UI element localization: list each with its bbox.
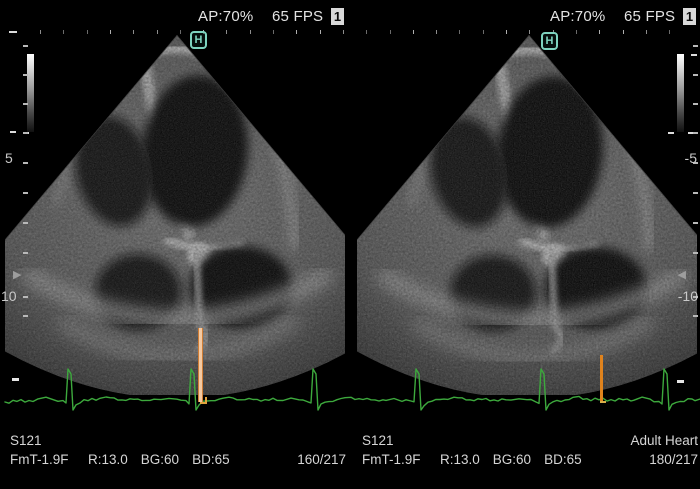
- image-info-right: S121 Adult Heart FmT-1.9F R:13.0 BG:60 B…: [362, 431, 698, 469]
- depth-label-5: 5: [5, 150, 13, 166]
- echo-image-left[interactable]: [5, 33, 345, 395]
- grayscale-bar-tick: [10, 131, 16, 133]
- reject-label: R:13.0: [88, 452, 128, 467]
- preset-label: Adult Heart: [630, 433, 698, 448]
- reject-label: R:13.0: [440, 452, 480, 467]
- gain-label: BG:60: [140, 452, 180, 467]
- grayscale-bar-right: [677, 54, 684, 132]
- frame-rate-readout-left: 65 FPS: [272, 8, 324, 25]
- focus-marker-icon: ◀: [677, 269, 686, 281]
- dynamic-range-label: BD:65: [544, 452, 582, 467]
- ecg-gain-marker: [677, 380, 684, 383]
- stage-badge-left: 1: [331, 8, 344, 25]
- dynamic-range-label: BD:65: [192, 452, 230, 467]
- cine-cursor-left[interactable]: [198, 328, 203, 402]
- focus-marker-icon: ▶: [13, 269, 22, 281]
- depth-label-minus5: -5: [684, 150, 697, 166]
- frequency-label: FmT-1.9F: [10, 452, 69, 467]
- orientation-marker-icon: H: [190, 31, 207, 49]
- echo-image-right[interactable]: [357, 33, 697, 395]
- frequency-label: FmT-1.9F: [362, 452, 421, 467]
- cine-counter: 160/217: [297, 452, 346, 467]
- orientation-marker-icon: H: [541, 32, 558, 50]
- cine-counter: 180/217: [649, 452, 698, 467]
- stage-badge-right: 1: [683, 8, 696, 25]
- cine-cursor-left-foot: [200, 397, 207, 404]
- depth-label-10: 10: [1, 288, 17, 304]
- image-info-left: S121 FmT-1.9F R:13.0 BG:60 BD:65 160/217: [10, 431, 346, 469]
- acoustic-power-readout-right: AP:70%: [550, 8, 606, 25]
- grayscale-bar-tick: [691, 54, 697, 56]
- grayscale-bar-tick: [668, 132, 674, 134]
- transducer-label: S121: [362, 433, 394, 448]
- transducer-label: S121: [10, 433, 42, 448]
- ecg-gain-marker: [12, 378, 19, 381]
- acoustic-power-readout-left: AP:70%: [198, 8, 254, 25]
- grayscale-bar-left: [27, 54, 34, 132]
- cine-cursor-right[interactable]: [600, 355, 603, 402]
- gain-label: BG:60: [492, 452, 532, 467]
- frame-rate-readout-right: 65 FPS: [624, 8, 676, 25]
- depth-label-minus10: -10: [677, 288, 698, 304]
- cine-cursor-right-foot: [600, 401, 606, 403]
- grayscale-bar-tick: [688, 132, 694, 134]
